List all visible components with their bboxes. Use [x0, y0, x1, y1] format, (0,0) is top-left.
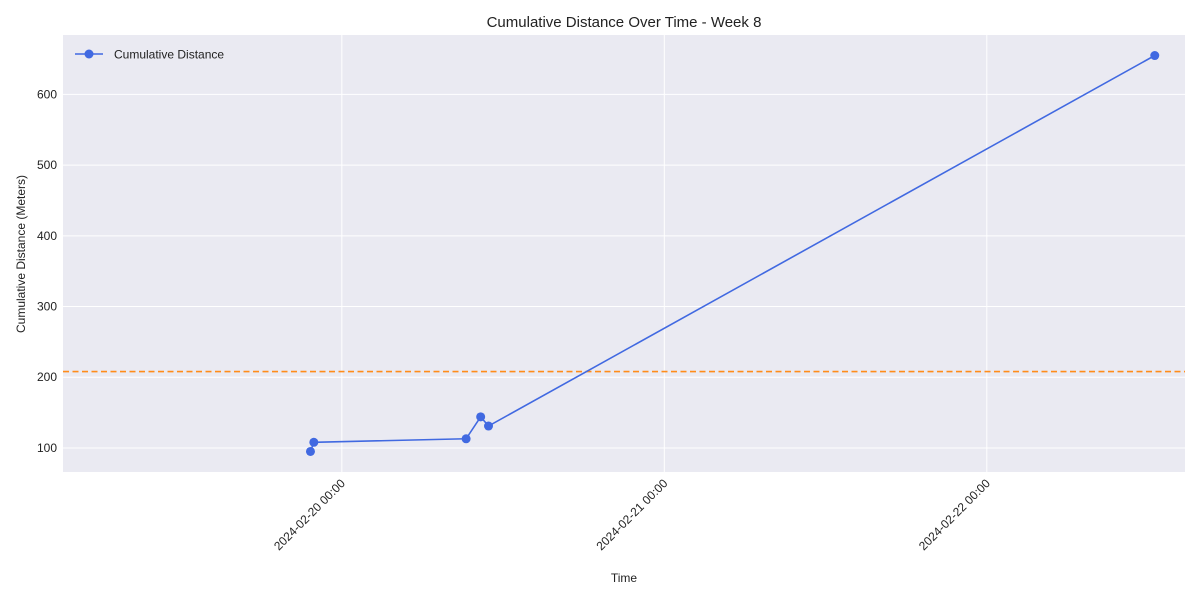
chart-title: Cumulative Distance Over Time - Week 8: [487, 14, 762, 31]
y-axis-label: Cumulative Distance (Meters): [14, 175, 28, 333]
y-tick-label: 500: [37, 158, 57, 172]
y-tick-label: 100: [37, 441, 57, 455]
data-point: [305, 446, 315, 456]
x-tick-label: 2024-02-20 00:00: [271, 476, 348, 553]
x-tick-label: 2024-02-21 00:00: [594, 476, 671, 553]
grid-lines: [63, 35, 1185, 472]
data-markers: [305, 51, 1160, 456]
y-axis-ticks: 100 200 300 400 500 600: [37, 87, 57, 455]
legend-marker-swatch: [84, 49, 94, 59]
y-tick-label: 600: [37, 87, 57, 101]
legend-label-cumulative-distance: Cumulative Distance: [114, 48, 224, 62]
data-point: [484, 421, 494, 431]
x-axis-ticks: 2024-02-20 00:00 2024-02-21 00:00 2024-02-…: [271, 476, 993, 553]
y-tick-label: 300: [37, 300, 57, 314]
data-point: [461, 434, 471, 444]
data-point: [309, 437, 319, 447]
x-axis-label: Time: [611, 571, 638, 585]
data-point: [1150, 51, 1160, 61]
data-point: [476, 412, 486, 422]
plot-area: [63, 35, 1185, 472]
y-tick-label: 200: [37, 370, 57, 384]
x-tick-label: 2024-02-22 00:00: [916, 476, 993, 553]
y-tick-label: 400: [37, 229, 57, 243]
legend: Cumulative Distance: [75, 48, 224, 62]
